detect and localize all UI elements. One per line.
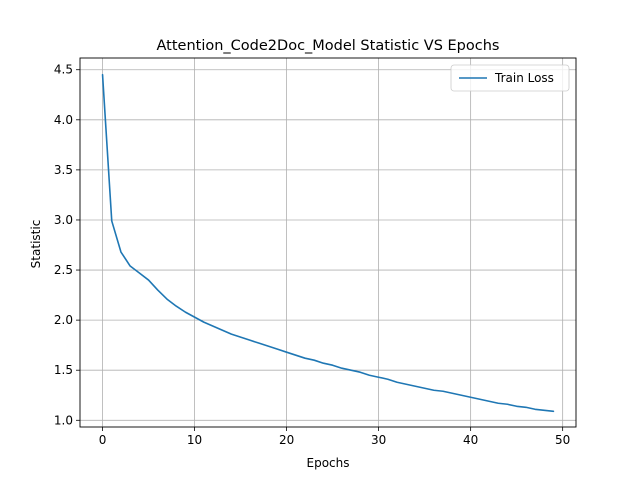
legend-label: Train Loss: [494, 71, 554, 85]
legend: Train Loss: [450, 64, 570, 92]
y-tick-label: 1.0: [54, 413, 73, 427]
tick-marks: [76, 69, 564, 431]
y-tick-label: 1.5: [54, 363, 73, 377]
chart-title: Attention_Code2Doc_Model Statistic VS Ep…: [157, 38, 500, 54]
series-line-train-loss: [101, 73, 555, 413]
x-tick-label: 0: [99, 433, 107, 447]
y-tick-label: 4.0: [54, 113, 73, 127]
x-tick-label: 10: [187, 433, 202, 447]
y-tick-label: 2.5: [54, 263, 73, 277]
legend-box: [450, 64, 570, 92]
y-tick-label: 2.0: [54, 313, 73, 327]
x-tick-label: 40: [463, 433, 478, 447]
x-axis-label: Epochs: [307, 456, 350, 470]
y-axis-label: Statistic: [29, 220, 43, 269]
tick-labels: 0 10 20 30 40 50 1.0 1.5 2.0 2.5 3.0 3.5 4.0 4.5: [54, 63, 570, 447]
x-tick-label: 20: [279, 433, 294, 447]
x-tick-label: 50: [555, 433, 570, 447]
grid-lines: [80, 58, 576, 427]
y-tick-label: 3.0: [54, 213, 73, 227]
y-tick-label: 3.5: [54, 163, 73, 177]
plot-frame: [79, 57, 577, 428]
y-tick-label: 4.5: [54, 63, 73, 77]
x-tick-label: 30: [371, 433, 386, 447]
